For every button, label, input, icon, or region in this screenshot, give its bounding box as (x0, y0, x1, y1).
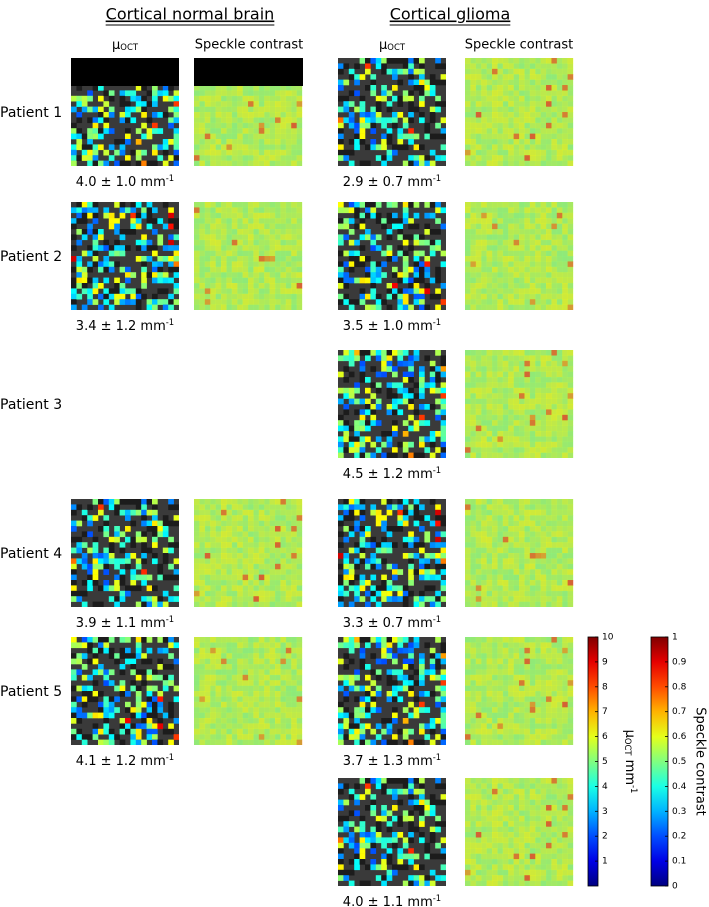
tick-label: 5 (602, 757, 608, 767)
masked-region (71, 58, 179, 86)
tick-label: 0.2 (672, 832, 686, 842)
column-header: μOCT (112, 38, 139, 53)
mu-oct-map (338, 499, 446, 607)
mu-oct-map (338, 350, 446, 458)
tick-label: 3 (602, 807, 608, 817)
text-part: -1 (433, 752, 441, 762)
text-part: OCT (120, 42, 139, 52)
mu-oct-map (338, 202, 446, 310)
mu-oct-map (338, 637, 446, 745)
text-part: 4.5 ± 1.2 mm (343, 467, 433, 482)
tick-label: 4 (602, 782, 608, 792)
group-title: Cortical glioma (390, 5, 511, 24)
colorbar-label: Speckle contrast (693, 707, 708, 816)
tick-label: 2 (602, 832, 608, 842)
text-part: 4.0 ± 1.1 mm (343, 895, 433, 907)
patient-label: Patient 2 (0, 249, 62, 265)
text-part: -1 (166, 173, 174, 183)
tick-label: 0.1 (672, 857, 686, 867)
column-header: μOCT (379, 38, 406, 53)
tick-label: 0.6 (672, 732, 687, 742)
mu-oct-measurement: 3.5 ± 1.0 mm-1 (343, 317, 441, 334)
text-part: -1 (166, 614, 174, 624)
text-part: 3.7 ± 1.3 mm (343, 754, 433, 769)
text-part: 3.5 ± 1.0 mm (343, 319, 433, 334)
text-part: 3.3 ± 0.7 mm (343, 616, 433, 631)
mu-oct-measurement: 4.0 ± 1.0 mm-1 (76, 173, 174, 190)
text-part: 2.9 ± 0.7 mm (343, 175, 433, 190)
speckle-map (465, 499, 574, 607)
text-part: -1 (433, 614, 441, 624)
mu-oct-measurement: 2.9 ± 0.7 mm-1 (343, 173, 441, 190)
patient-label: Patient 1 (0, 105, 62, 121)
text-part: -1 (629, 785, 639, 793)
tick-label: 0.4 (672, 782, 687, 792)
text-part: OCT (624, 738, 634, 757)
text-part: 3.9 ± 1.1 mm (76, 616, 166, 631)
text-part: 4.1 ± 1.2 mm (76, 754, 166, 769)
mu-oct-map (71, 499, 179, 607)
patient-label: Patient 4 (0, 546, 62, 562)
mu-oct-map (338, 58, 446, 166)
text-part: -1 (166, 317, 174, 327)
speckle-map (194, 637, 303, 745)
mu-oct-measurement: 3.3 ± 0.7 mm-1 (343, 614, 441, 631)
text-part: μ (112, 38, 120, 53)
tick-label: 0.3 (672, 807, 686, 817)
group-title: Cortical normal brain (106, 5, 275, 24)
text-part: -1 (433, 173, 441, 183)
mu-oct-measurement: 4.1 ± 1.2 mm-1 (76, 752, 174, 769)
speckle-map (465, 202, 574, 310)
tick-label: 7 (602, 707, 608, 717)
mu-oct-map (71, 637, 179, 745)
tick-label: 0 (672, 882, 678, 892)
tick-label: 0.7 (672, 707, 686, 717)
tick-label: 0.5 (672, 757, 686, 767)
text-part: -1 (433, 465, 441, 475)
speckle-map (465, 350, 574, 458)
mu-oct-map (338, 778, 446, 886)
speckle-map (465, 778, 574, 886)
tick-label: 1 (602, 857, 608, 867)
mu-oct-measurement: 3.7 ± 1.3 mm-1 (343, 752, 441, 769)
colorbar-label: μOCT mm-1 (623, 730, 640, 794)
tick-label: 0.8 (672, 682, 687, 692)
text-part: -1 (433, 317, 441, 327)
text-part: -1 (433, 893, 441, 903)
text-part: OCT (387, 42, 406, 52)
text-part: μ (623, 730, 638, 738)
tick-label: 6 (602, 732, 608, 742)
speckle-map (465, 58, 574, 166)
text-part: mm (623, 756, 638, 785)
patient-label: Patient 3 (0, 397, 62, 413)
text-part: 3.4 ± 1.2 mm (76, 319, 166, 334)
mu-oct-measurement: 4.5 ± 1.2 mm-1 (343, 465, 441, 482)
speckle-map (465, 637, 574, 745)
mu-oct-map (71, 202, 179, 310)
tick-label: 8 (602, 682, 608, 692)
tick-label: 0.9 (672, 657, 687, 667)
mu-oct-measurement: 4.0 ± 1.1 mm-1 (343, 893, 441, 907)
tick-label: 10 (602, 633, 614, 643)
column-header: Speckle contrast (195, 38, 304, 53)
tick-label: 1 (672, 633, 678, 643)
patient-label: Patient 5 (0, 684, 62, 700)
mu-oct-measurement: 3.4 ± 1.2 mm-1 (76, 317, 174, 334)
text-part: 4.0 ± 1.0 mm (76, 175, 166, 190)
column-header: Speckle contrast (465, 38, 574, 53)
text-part: -1 (166, 752, 174, 762)
speckle-map (194, 202, 303, 310)
speckle-map (194, 499, 303, 607)
text-part: μ (379, 38, 387, 53)
tick-label: 9 (602, 657, 608, 667)
mu-oct-measurement: 3.9 ± 1.1 mm-1 (76, 614, 174, 631)
masked-region (194, 58, 303, 86)
